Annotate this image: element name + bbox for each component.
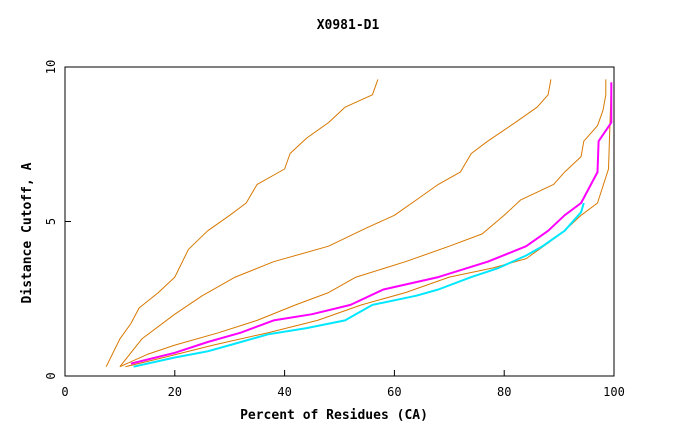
y-tick-label: 5 <box>44 218 58 225</box>
y-axis-label: Distance Cutoff, A <box>20 162 35 303</box>
series-magenta-curve <box>130 82 613 365</box>
series-orange-curve-4 <box>125 82 612 368</box>
x-tick-label: 80 <box>497 385 511 399</box>
x-tick-label: 40 <box>277 385 291 399</box>
x-tick-label: 20 <box>168 385 182 399</box>
x-tick-label: 60 <box>387 385 401 399</box>
plot-area: 0 20 40 60 80 100 0 5 10 <box>44 60 625 399</box>
y-tick-label: 0 <box>44 372 58 379</box>
chart-title: X0981-D1 <box>317 18 380 33</box>
series-orange-curve-2 <box>119 79 552 368</box>
x-tick-label: 100 <box>603 385 625 399</box>
series-orange-curve-3 <box>119 79 607 368</box>
series-orange-curve-1 <box>105 79 379 367</box>
x-axis-label: Percent of Residues (CA) <box>240 408 428 423</box>
series-cyan-curve <box>133 202 585 368</box>
y-tick-label: 10 <box>44 60 58 74</box>
plot-frame <box>64 66 615 377</box>
x-tick-label: 0 <box>61 385 68 399</box>
